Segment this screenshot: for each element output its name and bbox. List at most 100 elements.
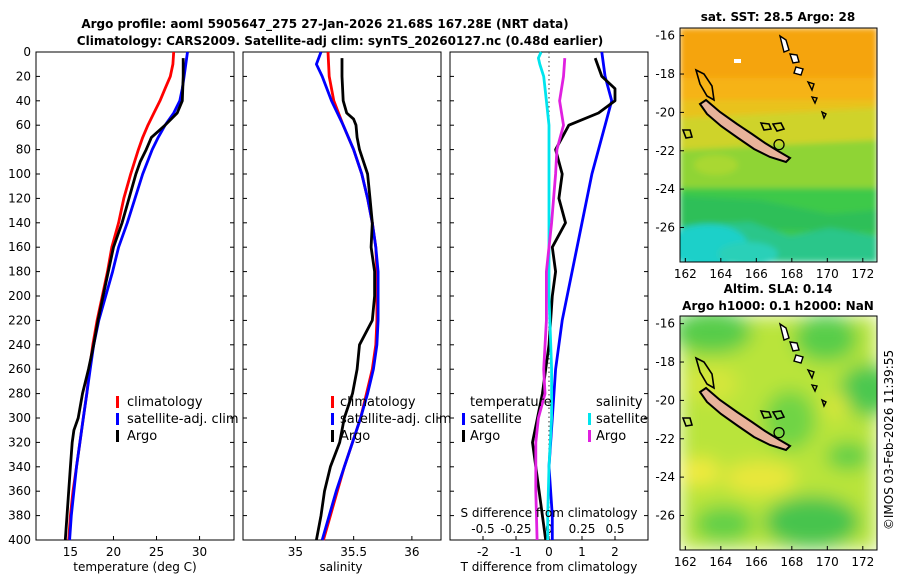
t-difference-x-tick-label: -1: [510, 545, 522, 559]
sst-map-panel: sat. SST: 28.5 Argo: 28: [655, 10, 878, 281]
legend-swatch-t-argo: [462, 430, 465, 442]
depth-tick-labels: 0 20 40 60 80 100 120 140 160 180 200 220 240 260 280 3…: [8, 45, 648, 547]
depth-tick-label: 100: [8, 167, 31, 181]
latitude-tick-label: -22: [655, 432, 675, 446]
s-difference-x-tick-label: -0.5: [471, 522, 494, 536]
sla-map-frame: [679, 315, 878, 551]
temperature-legend: climatology satellite-adj. clim Argo: [116, 395, 239, 444]
legend-swatch-argo: [116, 430, 119, 442]
missing-data-pixel: [734, 59, 741, 63]
depth-tick-label: 400: [8, 533, 31, 547]
depth-tick-label: 140: [8, 216, 31, 230]
figure-title-line2: Climatology: CARS2009. Satellite-adj cli…: [77, 34, 603, 49]
depth-tick-label: 340: [8, 460, 31, 474]
depth-tick-label: 80: [16, 143, 31, 157]
longitude-tick-label: 166: [745, 267, 768, 281]
depth-tick-label: 200: [8, 289, 31, 303]
series-line-climatology: [67, 51, 176, 541]
longitude-tick-label: 164: [709, 555, 732, 569]
sla-latitude-tick-labels: -16 -18 -20 -22 -24 -26: [655, 317, 684, 522]
latitude-tick-label: -26: [655, 508, 675, 522]
sst-map-frame: [679, 27, 878, 263]
salinity-axes-frame: [242, 51, 442, 541]
sla-map-title-line2: Argo h1000: 0.1 h2000: NaN: [682, 299, 874, 313]
difference-panel: -2 -1 0 1 2-0.5 -0.25 0 0.25 0.5 T difference fr…: [449, 51, 649, 574]
argo-position-marker: [773, 138, 785, 151]
temperature-x-tick-label: 30: [192, 545, 207, 559]
legend-label-t-satellite: satellite: [470, 412, 522, 427]
sst-latitude-tick-labels: -16 -18 -20 -22 -24 -26: [655, 29, 684, 234]
latitude-tick-label: -24: [655, 470, 675, 484]
longitude-tick-label: 170: [816, 267, 839, 281]
sla-map-panel: Altim. SLA: 0.14 Argo h1000: 0.1 h2000: …: [655, 282, 878, 569]
salinity-panel: 35 35.5 36 salinity climatology satellite-…: [242, 51, 452, 574]
legend-label-s-satellite: satellite: [596, 412, 648, 427]
legend-swatch-t-satellite: [462, 413, 465, 425]
latitude-tick-label: -26: [655, 220, 675, 234]
longitude-tick-label: 172: [851, 555, 874, 569]
difference-profiles: [531, 51, 617, 541]
figure-title-line1: Argo profile: aoml 5905647_275 27-Jan-20…: [81, 17, 568, 32]
legend-swatch-climatology: [116, 396, 119, 408]
series-line-salinity-argo: [534, 58, 567, 541]
legend-swatch-climatology: [331, 396, 334, 408]
latitude-tick-label: -18: [655, 67, 675, 81]
latitude-tick-label: -16: [655, 317, 675, 331]
salinity-profiles: [314, 51, 380, 541]
legend-label-s-argo: Argo: [596, 429, 626, 444]
temperature-x-tick-label: 20: [106, 545, 121, 559]
s-difference-x-tick-label: -0.25: [500, 522, 531, 536]
latitude-tick-label: -22: [655, 144, 675, 158]
legend-label-argo: Argo: [340, 429, 370, 444]
longitude-tick-label: 168: [780, 267, 803, 281]
legend-swatch-argo: [331, 430, 334, 442]
t-difference-x-tick-label: 0: [545, 545, 553, 559]
series-line-temperature-satellite: [547, 51, 614, 540]
depth-tick-label: 180: [8, 265, 31, 279]
temperature-panel: 0204060801001201401601802002202402602803…: [8, 45, 648, 574]
longitude-tick-label: 170: [816, 555, 839, 569]
longitude-tick-label: 172: [851, 267, 874, 281]
latitude-tick-label: -24: [655, 182, 675, 196]
depth-tick-label: 300: [8, 411, 31, 425]
depth-tick-label: 260: [8, 362, 31, 376]
latitude-tick-label: -18: [655, 355, 675, 369]
sst-map-field: [680, 28, 877, 262]
depth-tick-label: 380: [8, 509, 31, 523]
s-difference-axis-label: S difference from climatology: [461, 506, 638, 520]
t-difference-axis-label: T difference from climatology: [460, 560, 638, 574]
t-difference-x-tick-label: 2: [611, 545, 619, 559]
latitude-tick-label: -20: [655, 105, 675, 119]
legend-label-satellite-adj: satellite-adj. clim: [340, 412, 452, 427]
series-line-temperature-argo: [531, 57, 617, 541]
series-line-satellite-adj-clim: [314, 51, 380, 541]
series-line-salinity-satellite: [537, 51, 553, 540]
longitude-tick-label: 168: [780, 555, 803, 569]
legend-label-climatology: climatology: [340, 395, 416, 410]
longitude-tick-label: 166: [745, 555, 768, 569]
depth-tick-label: 0: [23, 45, 31, 59]
depth-tick-label: 320: [8, 435, 31, 449]
longitude-tick-label: 162: [674, 267, 697, 281]
salinity-legend: climatology satellite-adj. clim Argo: [331, 395, 452, 444]
difference-legend: temperature salinity satellite Argo sate…: [462, 395, 648, 444]
legend-title-salinity: salinity: [596, 395, 643, 410]
latitude-tick-label: -20: [655, 393, 675, 407]
legend-swatch-satellite-adj: [331, 413, 334, 425]
salinity-x-tick-label: 35: [288, 545, 303, 559]
depth-tick-label: 40: [16, 94, 31, 108]
legend-swatch-s-satellite: [588, 413, 591, 425]
sla-map-title-line1: Altim. SLA: 0.14: [724, 282, 833, 296]
salinity-x-tick-labels: 35 35.5 36: [288, 536, 420, 559]
depth-tick-label: 120: [8, 191, 31, 205]
depth-tick-label: 60: [16, 118, 31, 132]
temperature-profiles: [63, 51, 189, 541]
sla-map-field: [680, 316, 877, 550]
legend-title-temperature: temperature: [470, 395, 552, 410]
temperature-x-tick-label: 25: [149, 545, 164, 559]
t-difference-x-tick-label: 1: [578, 545, 586, 559]
depth-tick-label: 20: [16, 69, 31, 83]
legend-label-t-argo: Argo: [470, 429, 500, 444]
legend-label-climatology: climatology: [127, 395, 203, 410]
salinity-x-tick-label: 35.5: [340, 545, 367, 559]
